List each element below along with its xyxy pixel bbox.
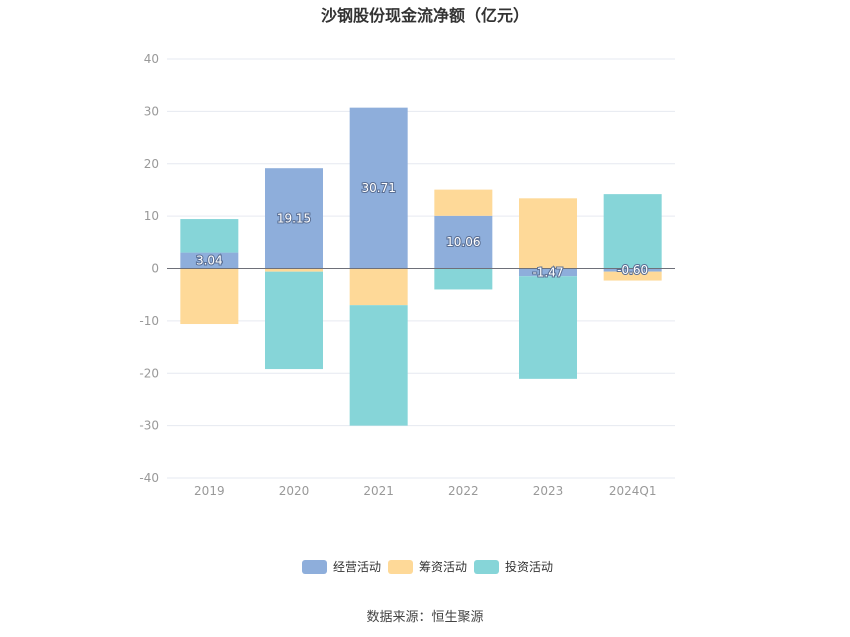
bar-segment: [434, 189, 493, 216]
bar-segment: [603, 271, 662, 281]
source-note: 数据来源：恒生聚源: [366, 610, 484, 625]
legend[interactable]: 经营活动 筹资活动 投资活动: [302, 559, 553, 574]
bar-segment: [265, 168, 323, 269]
bar-segment: [349, 268, 408, 306]
y-axis: 40 30 20 10 0 -10 -20 -30 -40: [139, 52, 159, 485]
legend-item[interactable]: 投资活动: [474, 559, 553, 574]
data-label: 19.15: [277, 211, 311, 225]
bar-segment: [603, 194, 662, 269]
bar-segment: [349, 107, 408, 269]
bar-segment: [349, 305, 408, 426]
legend-label: 筹资活动: [419, 560, 467, 574]
legend-item[interactable]: 经营活动: [302, 560, 381, 574]
bar-series: [180, 107, 662, 426]
bar-segment: [265, 268, 323, 272]
y-tick-label: 40: [144, 52, 159, 66]
x-tick-label: 2020: [279, 484, 310, 498]
bar-segment: [434, 215, 493, 269]
bar-segment: [265, 271, 323, 370]
legend-label: 投资活动: [505, 559, 553, 574]
legend-swatch: [474, 560, 499, 574]
bar-segment: [519, 276, 577, 379]
data-label: 3.04: [196, 254, 223, 268]
legend-item[interactable]: 筹资活动: [388, 560, 467, 574]
y-tick-label: 30: [144, 104, 159, 118]
chart-title: 沙钢股份现金流净额（亿元）: [320, 6, 529, 25]
x-tick-label: 2023: [533, 484, 564, 498]
y-tick-label: -20: [139, 366, 159, 380]
x-tick-label: 2022: [448, 484, 479, 498]
bar-segment: [180, 219, 239, 253]
bar-segment: [180, 268, 239, 325]
bar-segment: [434, 268, 493, 290]
data-label: 30.71: [361, 181, 395, 195]
y-tick-label: 10: [144, 209, 159, 223]
bar-segment: [603, 268, 662, 272]
y-tick-label: -10: [139, 314, 159, 328]
x-tick-label: 2019: [194, 484, 225, 498]
x-tick-label: 2021: [363, 484, 394, 498]
data-label: 10.06: [446, 235, 480, 249]
bar-segment: [180, 252, 239, 269]
bar-segment: [519, 198, 577, 269]
y-tick-label: -30: [139, 419, 159, 433]
x-tick-label: 2024Q1: [609, 484, 657, 498]
y-tick-label: 0: [151, 262, 159, 276]
y-tick-label: -40: [139, 471, 159, 485]
x-axis: 2019 2020 2021 2022 2023 2024Q1: [194, 484, 656, 498]
legend-swatch: [388, 560, 413, 574]
data-label: -1.47: [532, 265, 563, 279]
legend-swatch: [302, 560, 327, 574]
data-labels: 3.04 19.15 30.71 10.06 -1.47 -0.60: [195, 180, 649, 280]
legend-label: 经营活动: [333, 560, 381, 574]
y-tick-label: 20: [144, 157, 159, 171]
data-label: -0.60: [617, 263, 648, 277]
bar-segment: [519, 268, 577, 277]
